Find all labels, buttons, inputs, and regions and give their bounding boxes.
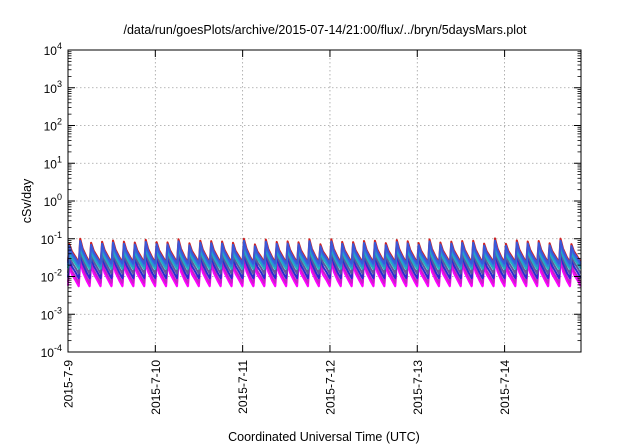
y-tick-label: 10-2 xyxy=(41,268,62,285)
y-axis-title: cSv/day xyxy=(20,178,34,223)
series-line-3 xyxy=(67,251,582,280)
series-line-5 xyxy=(67,245,582,270)
y-tick-labels: 10-4 10-3 10-2 10-1 100 101 102 103 104 xyxy=(41,41,62,360)
y-tick-label: 102 xyxy=(44,117,62,134)
x-axis-title: Coordinated Universal Time (UTC) xyxy=(228,430,420,444)
y-tick-label: 104 xyxy=(44,41,62,58)
y-tick-label: 10-1 xyxy=(41,230,62,247)
series-line-1 xyxy=(67,259,582,288)
axis-ticks xyxy=(67,49,581,353)
y-tick-label: 100 xyxy=(44,192,62,209)
y-tick-label: 101 xyxy=(44,154,62,171)
x-tick-label: 2015-7-14 xyxy=(498,360,512,415)
x-tick-label: 2015-7-12 xyxy=(323,360,337,415)
x-tick-labels: 2015-7-9 2015-7-10 2015-7-11 2015-7-12 2015-… xyxy=(62,360,513,415)
series-line-6 xyxy=(67,241,582,267)
x-tick-label: 2015-7-10 xyxy=(149,360,163,415)
y-tick-label: 10-4 xyxy=(41,343,62,360)
x-tick-label: 2015-7-13 xyxy=(411,360,425,415)
grid-lines xyxy=(68,50,581,352)
x-tick-label: 2015-7-11 xyxy=(236,360,250,414)
x-tick-label: 2015-7-9 xyxy=(62,360,76,408)
series-line-8 xyxy=(67,239,582,265)
series-line-2 xyxy=(67,255,582,284)
series-line-4 xyxy=(67,247,582,275)
y-tick-label: 10-3 xyxy=(41,305,62,322)
y-tick-label: 103 xyxy=(44,79,62,96)
chart-title: /data/run/goesPlots/archive/2015-07-14/2… xyxy=(123,23,527,37)
data-series xyxy=(67,237,582,288)
